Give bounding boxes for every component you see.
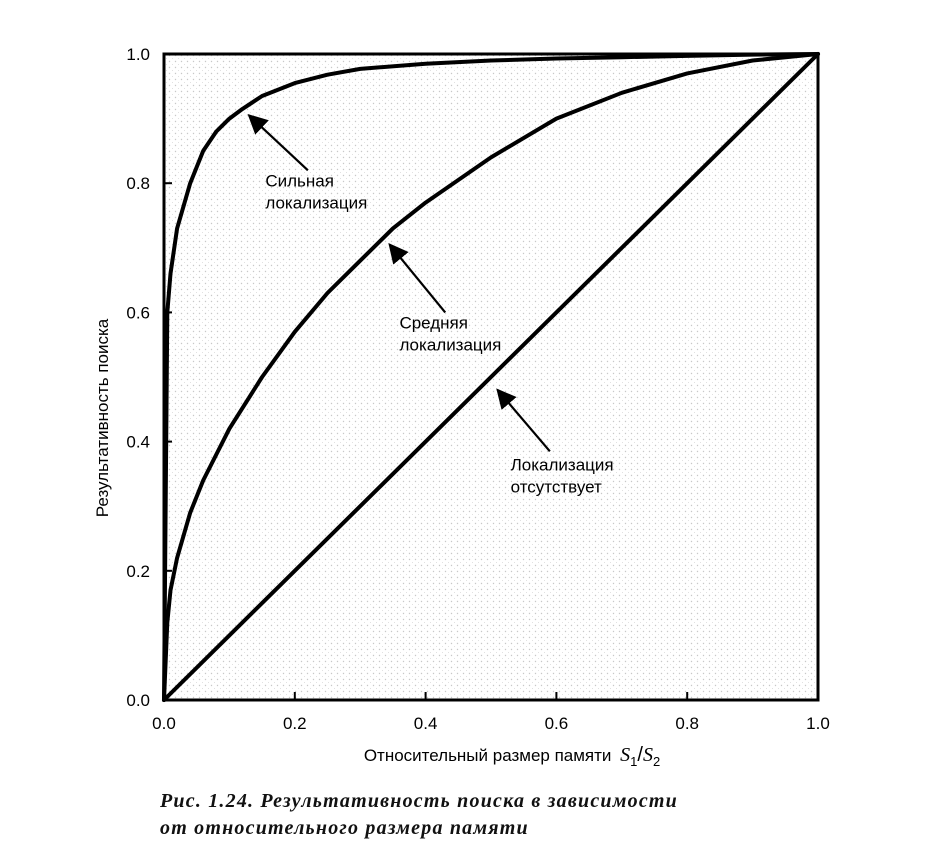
x-tick-label: 0.2: [283, 714, 307, 733]
annotation-arrow-none: [496, 388, 551, 453]
x-tick-label: 1.0: [806, 714, 830, 733]
ticks-layer: 0.0 0.2 0.4 0.6 0.8 1.0 0.0 0.2 0.4 0.6 0.8 1.0: [126, 45, 829, 733]
x-axis-title: Относительный размер памяти S1/S2: [364, 744, 660, 769]
y-tick-label: 0.2: [126, 562, 150, 581]
annotation-label-medium: Средняя локализация: [399, 314, 501, 355]
annotation-arrow-medium: [388, 243, 447, 314]
annotation-label-none: Локализация отсутствует: [511, 456, 614, 497]
y-tick-label: 0.0: [126, 691, 150, 710]
series-line-3: [162, 52, 820, 702]
plot-frame: [162, 52, 820, 702]
x-tick-label: 0.0: [152, 714, 176, 733]
y-tick-label: 0.6: [126, 303, 150, 322]
x-tick-label: 0.8: [675, 714, 699, 733]
y-tick-label: 1.0: [126, 45, 150, 64]
caption-line-2: от относительного размера памяти: [160, 817, 529, 839]
annotations-layer: Сильная локализация Средняя локализация Лока…: [247, 114, 614, 497]
series-line-1: [162, 52, 820, 702]
series-line-2: [162, 52, 820, 702]
annotation-arrow-strong: [247, 114, 309, 172]
caption-line-1: Рис. 1.24. Результативность поиска в зав…: [160, 790, 679, 812]
series-layer: [162, 52, 820, 702]
annotation-label-strong: Сильная локализация: [265, 171, 367, 212]
y-tick-label: 0.4: [126, 433, 150, 452]
x-axis-title-text: Относительный размер памяти: [364, 746, 612, 765]
y-axis-title: Результативность поиска: [93, 318, 112, 517]
x-tick-label: 0.6: [545, 714, 569, 733]
x-tick-label: 0.4: [414, 714, 438, 733]
y-tick-label: 0.8: [126, 174, 150, 193]
figure-caption: Рис. 1.24. Результативность поиска в зав…: [160, 788, 860, 842]
